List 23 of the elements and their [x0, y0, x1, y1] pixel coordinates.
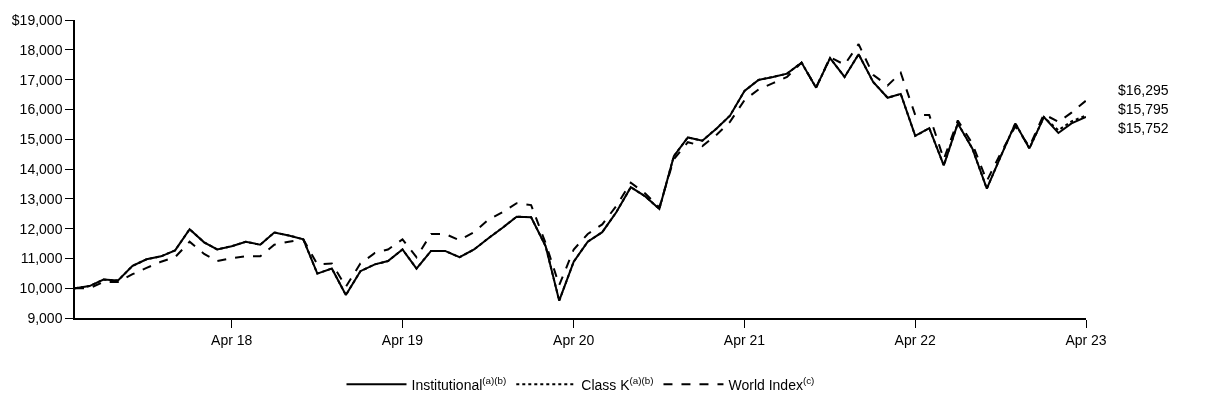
y-tick-label: 16,000 — [19, 101, 63, 118]
x-tick-label: Apr 21 — [723, 331, 766, 348]
x-tick-label: Apr 18 — [211, 331, 253, 348]
y-tick-label: 14,000 — [19, 160, 63, 177]
x-tick-label: Apr 23 — [1065, 331, 1107, 348]
x-tick-label: Apr 19 — [381, 331, 424, 348]
y-tick-label: 15,000 — [19, 131, 63, 148]
y-tick-label: 9,000 — [27, 309, 63, 326]
text: $15,795 — [1118, 101, 1169, 117]
legend-label: Class K$^{(a)(b)}$ — [581, 374, 654, 393]
y-tick-label: 17,000 — [19, 71, 63, 88]
text: $16,295 — [1118, 82, 1169, 98]
y-tick-label: 10,000 — [19, 280, 63, 297]
y-tick-label: 12,000 — [19, 220, 63, 237]
y-tick-label: 11,000 — [20, 250, 63, 267]
legend-label: Institutional$^{(a)(b)}$ — [411, 374, 507, 393]
y-tick-label: $19,000 — [11, 11, 63, 28]
text: $15,752 — [1118, 120, 1169, 136]
legend-label: World Index$^{(c)}$ — [728, 374, 815, 393]
x-tick-label: Apr 22 — [894, 331, 937, 348]
y-tick-label: 13,000 — [19, 190, 63, 207]
x-tick-label: Apr 20 — [553, 331, 595, 348]
y-tick-label: 18,000 — [19, 41, 63, 58]
